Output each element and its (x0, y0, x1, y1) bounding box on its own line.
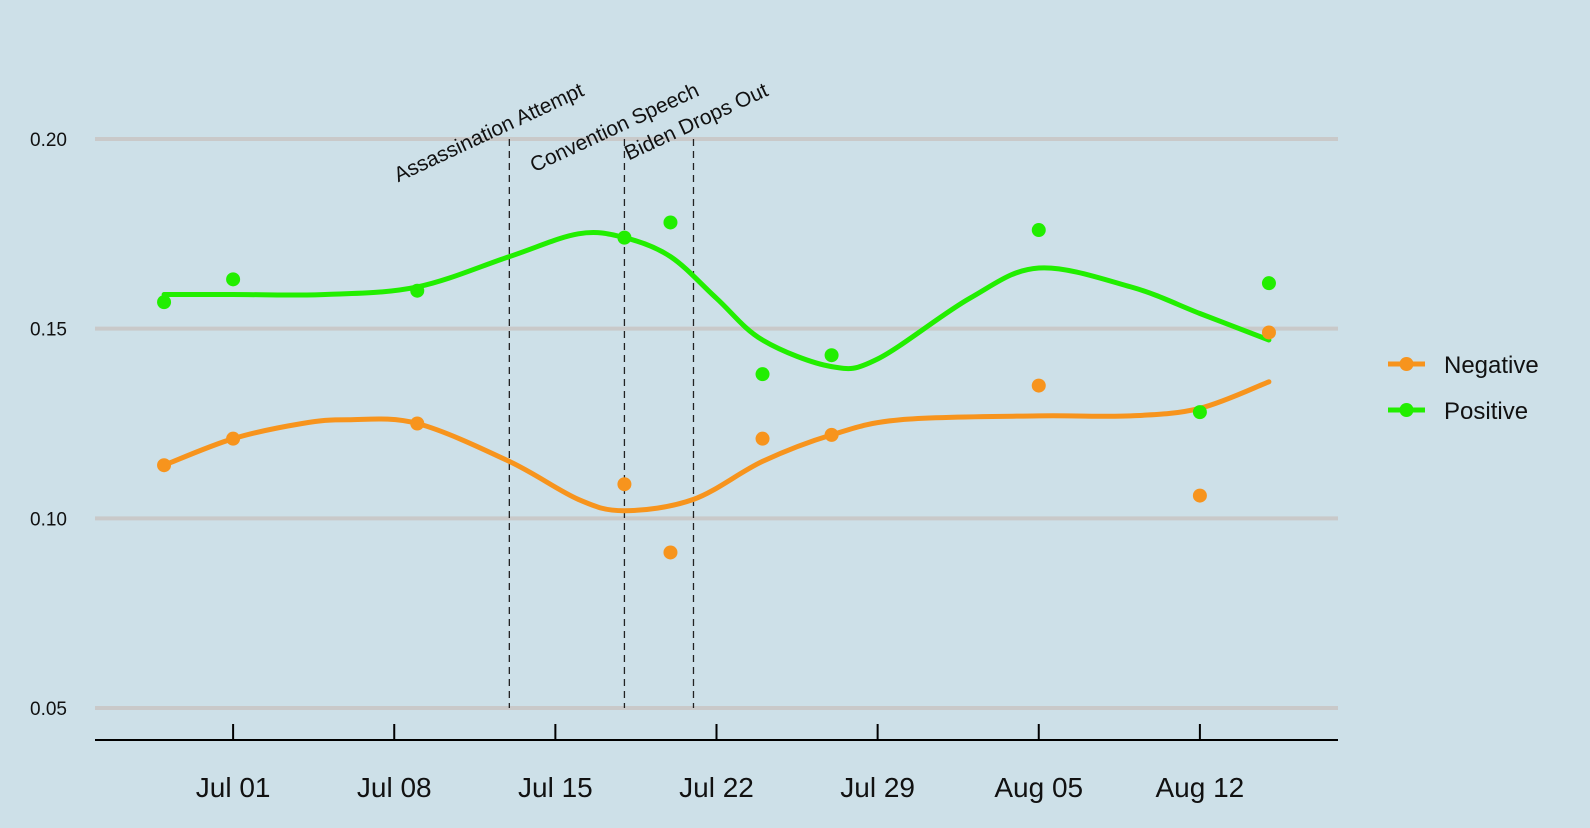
legend: Negative Positive (1388, 352, 1539, 425)
negative-smooth-line (161, 379, 1272, 514)
legend-marker-negative (1399, 357, 1414, 371)
event-label: Assassination Attempt (390, 79, 587, 187)
negative-point (1261, 325, 1276, 340)
x-tick-label: Jul 01 (196, 772, 271, 803)
legend-label-negative: Negative (1444, 352, 1539, 379)
x-tick-label: Jul 29 (840, 772, 915, 803)
negative-point (755, 431, 770, 446)
positive-point (824, 348, 839, 363)
positive-point (755, 367, 770, 382)
negative-point (1192, 488, 1207, 503)
smooth-lines (161, 230, 1272, 514)
negative-point (226, 431, 241, 446)
y-axis: 0.05 0.10 0.15 0.20 (30, 130, 67, 720)
positive-point (1261, 276, 1276, 291)
negative-point (663, 545, 678, 560)
positive-point (663, 215, 678, 230)
positive-point (157, 295, 172, 310)
legend-label-positive: Positive (1444, 398, 1528, 425)
x-tick-label: Aug 12 (1156, 772, 1245, 803)
positive-smooth-line (161, 230, 1272, 372)
legend-marker-positive (1399, 403, 1414, 417)
grid-lines (95, 137, 1338, 710)
positive-point (617, 230, 632, 245)
positive-point (410, 283, 425, 298)
negative-point (617, 477, 632, 492)
y-tick-label: 0.10 (30, 509, 67, 530)
y-tick-label: 0.20 (30, 130, 67, 151)
x-tick-label: Jul 15 (518, 772, 593, 803)
positive-point (1031, 223, 1046, 238)
negative-point (824, 427, 839, 442)
y-tick-label: 0.15 (30, 320, 67, 341)
positive-point (226, 272, 241, 287)
positive-point (1192, 405, 1207, 420)
negative-point (1031, 378, 1046, 393)
x-tick-label: Jul 08 (357, 772, 432, 803)
x-axis: Jul 01 Jul 08 Jul 15 Jul 22 Jul 29 Aug 05 Aug … (95, 724, 1338, 803)
negative-point (157, 458, 172, 473)
y-tick-label: 0.05 (30, 699, 67, 720)
x-tick-label: Jul 22 (679, 772, 754, 803)
negative-point (410, 416, 425, 431)
x-tick-label: Aug 05 (994, 772, 1083, 803)
data-points (157, 215, 1276, 560)
